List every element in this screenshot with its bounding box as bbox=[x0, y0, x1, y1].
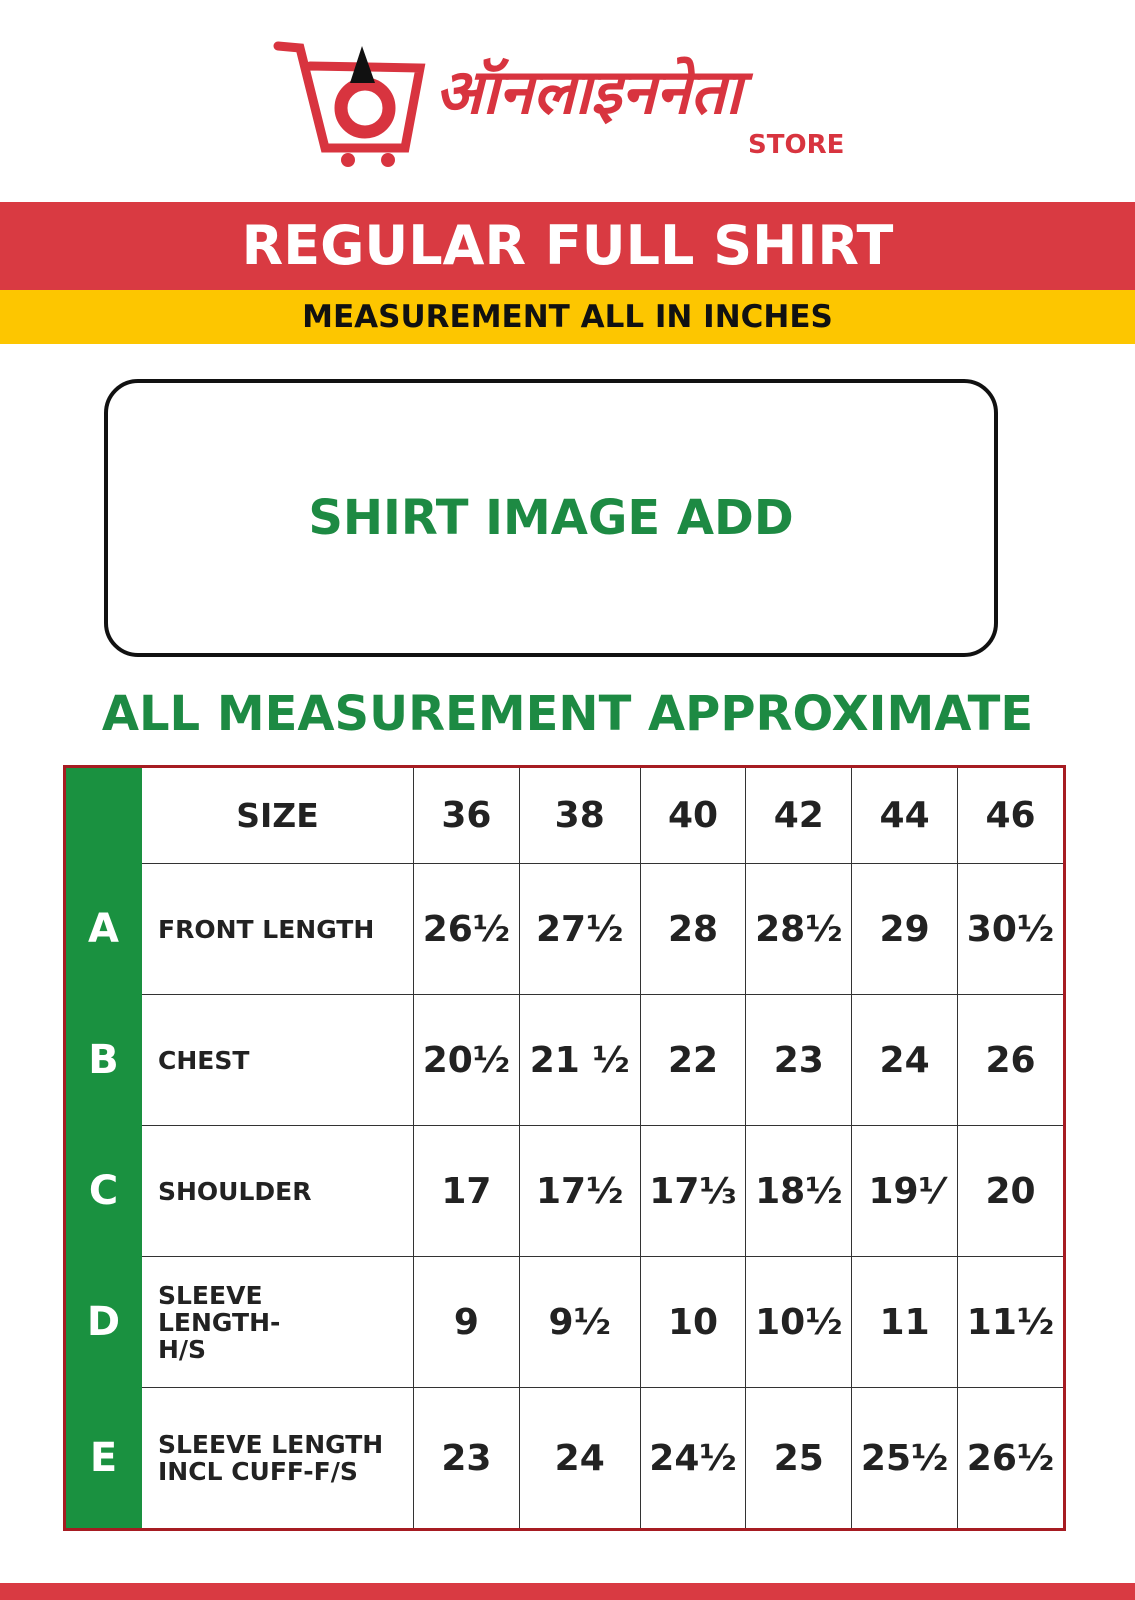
size-header: 36 bbox=[413, 766, 520, 864]
cell: 10 bbox=[639, 1256, 747, 1388]
cell: 21 ½ bbox=[518, 994, 641, 1126]
table-row: D SLEEVE LENGTH-H/S 9 9½ 10 10½ 11 11½ bbox=[64, 1256, 1066, 1388]
size-header: 44 bbox=[851, 766, 958, 864]
image-placeholder: SHIRT IMAGE ADD bbox=[104, 379, 998, 657]
row-label: SHOULDER bbox=[141, 1125, 414, 1257]
row-letter: A bbox=[64, 863, 142, 995]
logo-text: ऑनलाइननेता bbox=[435, 55, 742, 128]
row-label: SLEEVE LENGTH-H/S bbox=[141, 1256, 414, 1388]
footer-band bbox=[0, 1583, 1135, 1600]
size-chart: SIZE 36 38 40 42 44 46 A FRONT LENGTH 26… bbox=[63, 765, 1066, 1531]
cell: 28 bbox=[639, 863, 747, 995]
size-label: SIZE bbox=[141, 766, 414, 864]
cell: 11 bbox=[851, 1256, 958, 1388]
cell: 25 bbox=[745, 1387, 853, 1530]
row-letter: E bbox=[64, 1387, 142, 1530]
cell: 27½ bbox=[518, 863, 641, 995]
size-header: 40 bbox=[639, 766, 747, 864]
row-letter: C bbox=[64, 1125, 142, 1257]
cell: 19⅟ bbox=[851, 1125, 958, 1257]
logo-store: STORE bbox=[748, 130, 845, 160]
cell: 30½ bbox=[956, 863, 1066, 995]
cell: 24 bbox=[851, 994, 958, 1126]
cell: 17⅓ bbox=[639, 1125, 747, 1257]
cell: 9½ bbox=[518, 1256, 641, 1388]
table-row: A FRONT LENGTH 26½ 27½ 28 28½ 29 30½ bbox=[64, 863, 1066, 995]
cell: 24 bbox=[518, 1387, 641, 1530]
subtitle: MEASUREMENT ALL IN INCHES bbox=[0, 290, 1135, 344]
cell: 24½ bbox=[639, 1387, 747, 1530]
row-label: SLEEVE LENGTH INCL CUFF-F/S bbox=[141, 1387, 414, 1530]
cell: 23 bbox=[413, 1387, 520, 1530]
cell: 10½ bbox=[745, 1256, 853, 1388]
cell: 17½ bbox=[518, 1125, 641, 1257]
page-title: REGULAR FULL SHIRT bbox=[0, 202, 1135, 290]
cell: 11½ bbox=[956, 1256, 1066, 1388]
cell: 26½ bbox=[413, 863, 520, 995]
size-header: 46 bbox=[956, 766, 1066, 864]
row-label: CHEST bbox=[141, 994, 414, 1126]
cell: 22 bbox=[639, 994, 747, 1126]
cell: 17 bbox=[413, 1125, 520, 1257]
shopping-cart-icon bbox=[273, 41, 426, 167]
cell: 20 bbox=[956, 1125, 1066, 1257]
cell: 25½ bbox=[851, 1387, 958, 1530]
header-row: SIZE 36 38 40 42 44 46 bbox=[64, 766, 1066, 864]
row-label: FRONT LENGTH bbox=[141, 863, 414, 995]
cell: 26 bbox=[956, 994, 1066, 1126]
size-header: 38 bbox=[518, 766, 641, 864]
cell: 9 bbox=[413, 1256, 520, 1388]
cell: 29 bbox=[851, 863, 958, 995]
table-row: E SLEEVE LENGTH INCL CUFF-F/S 23 24 24½ … bbox=[64, 1387, 1066, 1530]
row-letter: B bbox=[64, 994, 142, 1126]
approximate-note: ALL MEASUREMENT APPROXIMATE bbox=[101, 686, 1034, 742]
size-header: 42 bbox=[745, 766, 853, 864]
cell: 26½ bbox=[956, 1387, 1066, 1530]
letter-cell bbox=[64, 766, 142, 864]
image-placeholder-text: SHIRT IMAGE ADD bbox=[308, 490, 794, 546]
store-logo: ऑनलाइननेता STORE bbox=[270, 38, 870, 168]
cell: 20½ bbox=[413, 994, 520, 1126]
cell: 28½ bbox=[745, 863, 853, 995]
cell: 18½ bbox=[745, 1125, 853, 1257]
table-row: B CHEST 20½ 21 ½ 22 23 24 26 bbox=[64, 994, 1066, 1126]
row-letter: D bbox=[64, 1256, 142, 1388]
cell: 23 bbox=[745, 994, 853, 1126]
table-row: C SHOULDER 17 17½ 17⅓ 18½ 19⅟ 20 bbox=[64, 1125, 1066, 1257]
